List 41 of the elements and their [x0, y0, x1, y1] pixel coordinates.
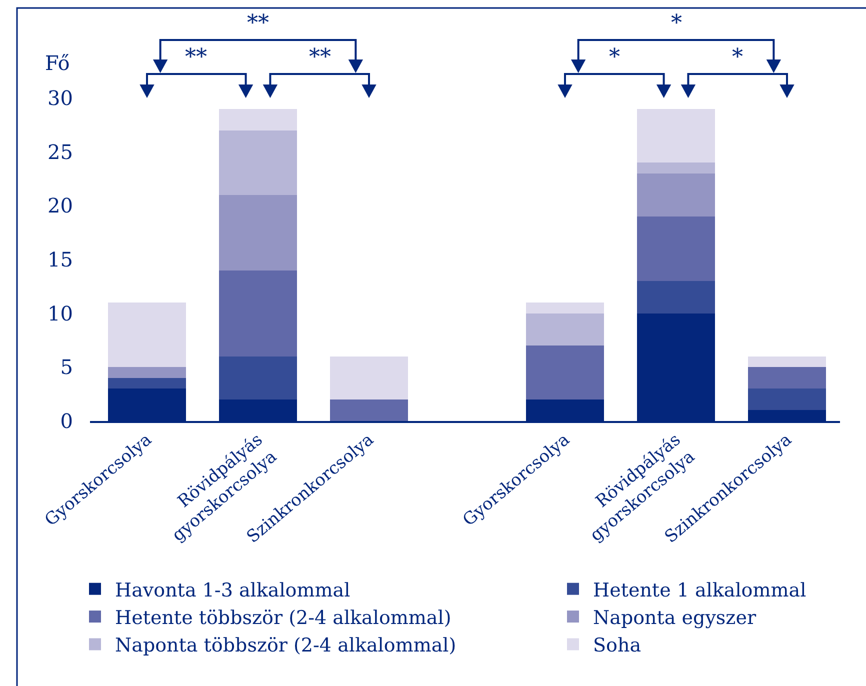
bar [637, 108, 715, 163]
text: ** [247, 11, 269, 36]
bar [637, 281, 715, 314]
text: * [671, 11, 682, 36]
y-tick-label: 15 [48, 248, 73, 272]
bar [526, 346, 604, 400]
y-tick-label: 0 [60, 409, 73, 433]
bar [108, 302, 186, 368]
y-axis-title: Fő [45, 51, 70, 75]
bar [108, 378, 186, 389]
legend-label: Hetente többször (2-4 alkalommal) [115, 606, 452, 629]
bar [748, 388, 826, 410]
text: * [732, 45, 743, 70]
bar [526, 302, 604, 314]
bar [330, 399, 408, 421]
legend-label: Soha [593, 634, 642, 657]
bar [637, 173, 715, 216]
bar [108, 367, 186, 378]
legend-label: Naponta többször (2-4 alkalommal) [115, 634, 456, 657]
legend-label: Havonta 1-3 alkalommal [115, 579, 350, 602]
legend-label: Naponta egyszer [593, 606, 757, 629]
text: * [609, 45, 620, 70]
bar [219, 108, 297, 130]
y-tick-label: 30 [48, 86, 73, 110]
bar [526, 313, 604, 346]
y-tick-label: 10 [48, 301, 73, 326]
bar [637, 162, 715, 174]
legend-label: Hetente 1 alkalommal [593, 579, 806, 602]
bar [330, 356, 408, 400]
bar [219, 270, 297, 356]
y-tick-label: 5 [60, 355, 73, 380]
y-tick-label: 20 [48, 194, 73, 218]
text: ** [309, 45, 331, 70]
text: ** [185, 45, 207, 70]
bar [748, 367, 826, 389]
y-tick-label: 25 [48, 140, 73, 164]
bar [748, 356, 826, 368]
bar [219, 356, 297, 400]
bar [219, 130, 297, 195]
bar [637, 216, 715, 282]
bar [219, 194, 297, 270]
